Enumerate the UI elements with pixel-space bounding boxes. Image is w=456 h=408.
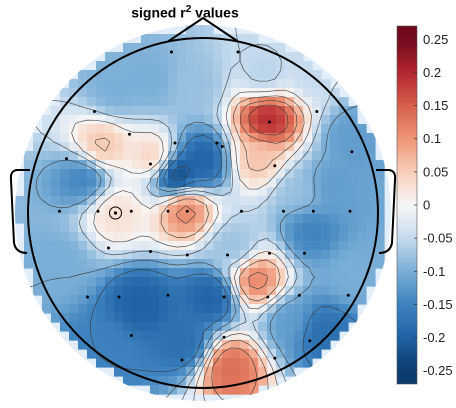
- chart-title-suffix: values: [191, 4, 239, 21]
- chart-title-superscript: 2: [185, 4, 192, 15]
- colorbar: 0.25 0.2 0.15 0.1 0.05 0 -0.05 -0.1 -0.15 -0.2 -0.…: [396, 25, 453, 385]
- electrode-dot: [65, 157, 68, 161]
- electrode-dot: [185, 209, 189, 213]
- colorbar-tick-label: 0.05: [423, 164, 448, 179]
- contour-line: [15, 103, 391, 401]
- electrode-dot: [273, 356, 277, 360]
- electrodes: [58, 50, 354, 362]
- electrode-dot: [107, 246, 110, 250]
- electrode-dot: [315, 110, 319, 113]
- right-ear-outline: [376, 169, 397, 254]
- contour-line: [248, 104, 289, 136]
- contour-line: [71, 89, 312, 401]
- colorbar-tick-label: 0.25: [423, 32, 448, 47]
- electrode-dot: [96, 209, 100, 213]
- electrode-dot: [166, 209, 170, 213]
- electrode-dot: [346, 293, 350, 297]
- left-ear-outline: [9, 169, 30, 254]
- colorbar-tick-label: -0.15: [423, 297, 453, 312]
- chart-title-prefix: signed r: [131, 4, 186, 21]
- electrode-dot: [282, 209, 285, 213]
- contour-line: [89, 135, 370, 378]
- contour-line: [171, 165, 191, 181]
- electrode-dot: [129, 209, 133, 213]
- contour-line: [175, 100, 298, 401]
- electrode-dot: [222, 335, 226, 339]
- electrode-dot: [129, 334, 133, 337]
- electrode-dot: [311, 209, 315, 213]
- electrode-dot: [128, 132, 131, 136]
- electrode-dot: [236, 50, 240, 54]
- nose-outline: [167, 16, 239, 43]
- heatmap-cells: [15, 25, 385, 395]
- electrode-dot: [308, 339, 312, 343]
- electrode-dot: [273, 164, 277, 168]
- contour-lines: [15, 25, 391, 401]
- electrode-dot: [170, 50, 173, 54]
- chart-title: signed r2 values: [0, 4, 370, 21]
- colorbar-tick-label: -0.2: [423, 330, 445, 345]
- electrode-dot: [240, 209, 243, 213]
- electrode-dot: [86, 295, 89, 299]
- electrode-dot: [226, 253, 229, 257]
- electrode-dot: [185, 253, 189, 257]
- colorbar-tick-label: -0.1: [423, 264, 445, 279]
- head-circle: [27, 37, 379, 389]
- colorbar-tick-label: 0.15: [423, 98, 448, 113]
- colorbar-tick-label: -0.25: [423, 363, 453, 378]
- head-outline: [9, 16, 397, 389]
- electrode-dot: [297, 293, 301, 297]
- electrode-dot: [266, 295, 270, 299]
- colorbar-tick-label: 0: [423, 198, 430, 213]
- electrode-dot: [173, 141, 177, 145]
- marked-electrode-dot: [113, 211, 118, 215]
- topography-map: [15, 25, 391, 401]
- electrode-dot: [348, 209, 352, 213]
- electrode-dot: [180, 358, 184, 362]
- electrode-dot: [93, 110, 96, 113]
- colorbar-tick-label: 0.2: [423, 65, 441, 80]
- electrode-dot: [58, 209, 61, 213]
- electrode-dot: [149, 250, 152, 253]
- electrode-dot: [268, 120, 271, 124]
- electrode-dot: [215, 141, 219, 145]
- electrode-dot: [166, 293, 170, 297]
- electrode-dot: [303, 251, 306, 255]
- colorbar-tick-label: -0.05: [423, 231, 453, 246]
- marked-electrode-ring: [109, 206, 122, 220]
- electrode-dot: [220, 145, 224, 148]
- contour-line: [30, 25, 377, 401]
- electrode-dot: [268, 251, 271, 255]
- electrode-dot: [149, 162, 152, 166]
- electrode-dot: [350, 150, 354, 154]
- electrode-dot: [117, 295, 121, 299]
- electrode-dot: [222, 295, 226, 299]
- colorbar-tick-label: 0.1: [423, 131, 441, 146]
